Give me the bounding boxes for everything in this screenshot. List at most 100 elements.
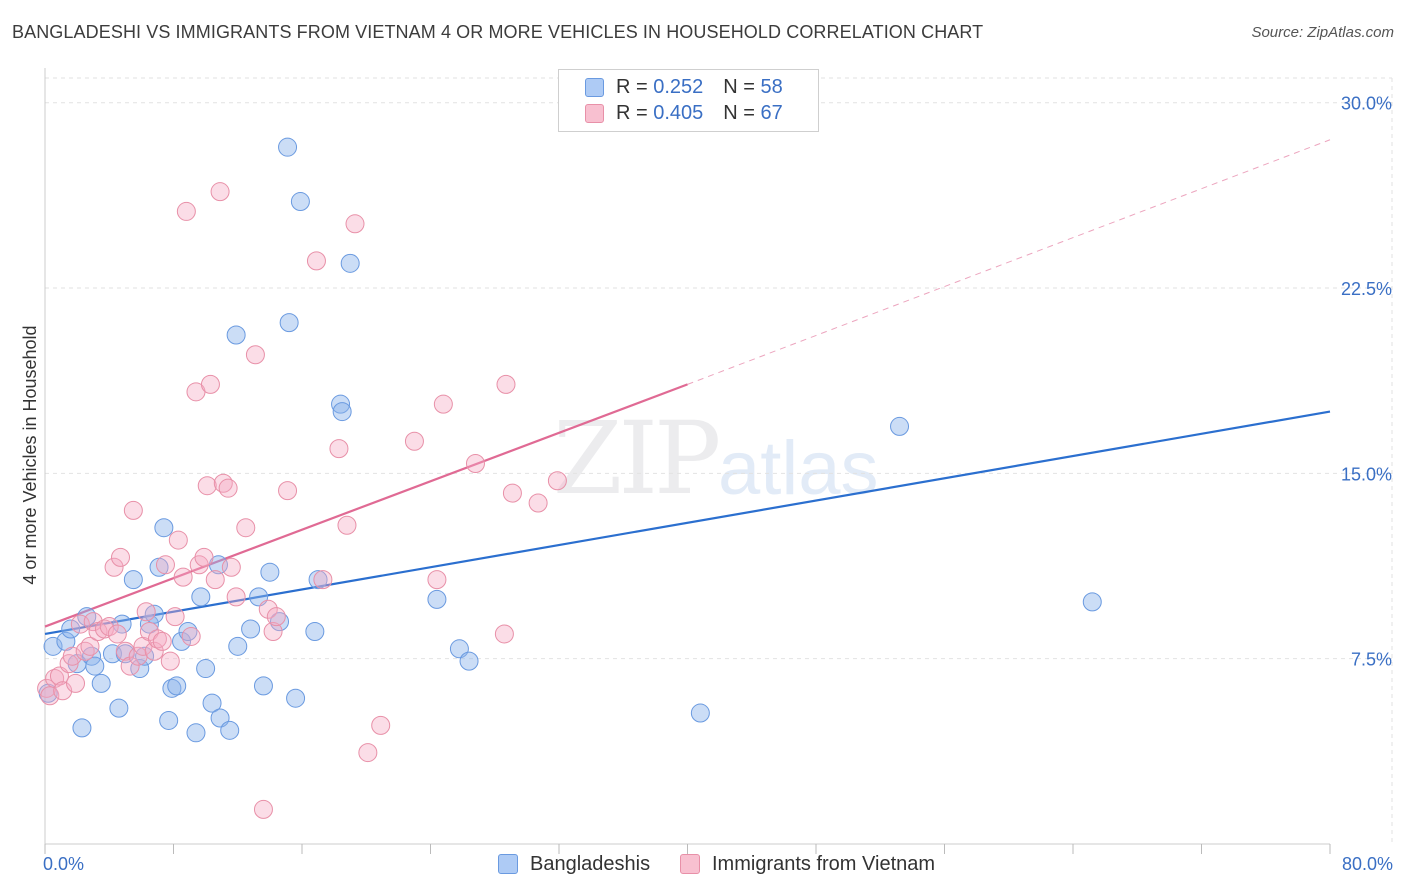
point-vietnam: [181, 626, 201, 646]
point-bangladeshi: [202, 693, 222, 713]
point-vietnam: [502, 483, 522, 503]
point-vietnam: [263, 621, 283, 641]
watermark-atlas: atlas: [718, 426, 879, 511]
point-bangladeshi: [331, 394, 351, 414]
point-vietnam: [210, 182, 230, 202]
bottom-legend-label: Immigrants from Vietnam: [712, 852, 936, 875]
point-bangladeshi: [196, 659, 216, 679]
point-bangladeshi: [279, 313, 299, 333]
point-vietnam: [371, 715, 391, 735]
legend-r-value: 0.252: [653, 75, 704, 98]
point-vietnam: [278, 481, 298, 501]
point-bangladeshi: [85, 656, 105, 676]
source-label: Source: ZipAtlas.com: [1251, 24, 1394, 41]
point-bangladeshi: [135, 646, 155, 666]
gridlines: [45, 77, 1393, 844]
point-vietnam: [80, 636, 100, 656]
point-vietnam: [494, 624, 514, 644]
point-bangladeshi: [159, 710, 179, 730]
point-vietnam: [258, 599, 278, 619]
point-bangladeshi: [286, 688, 306, 708]
point-bangladeshi: [308, 570, 328, 590]
point-bangladeshi: [305, 621, 325, 641]
point-vietnam: [427, 570, 447, 590]
trend-line-vietnam: [44, 383, 688, 628]
point-vietnam: [165, 607, 185, 627]
point-vietnam: [465, 453, 485, 473]
point-vietnam: [139, 621, 159, 641]
point-bangladeshi: [139, 614, 159, 634]
point-vietnam: [152, 631, 172, 651]
point-bangladeshi: [178, 621, 198, 641]
point-vietnam: [40, 686, 60, 706]
point-vietnam: [496, 374, 516, 394]
point-bangladeshi: [1082, 592, 1102, 612]
point-bangladeshi: [278, 137, 298, 157]
point-bangladeshi: [890, 416, 910, 436]
point-bangladeshi: [228, 636, 248, 656]
point-bangladeshi: [109, 698, 129, 718]
point-bangladeshi: [191, 587, 211, 607]
legend-n-label: N =: [723, 75, 755, 98]
data-points: [37, 137, 1102, 819]
legend-row-bangladeshis: R = 0.252 N = 58: [585, 75, 783, 99]
point-vietnam: [245, 345, 265, 365]
point-bangladeshi: [340, 253, 360, 273]
point-vietnam: [147, 629, 167, 649]
point-bangladeshi: [91, 673, 111, 693]
legend-n-value: 67: [760, 101, 783, 124]
bottom-legend-swatch-pink: [680, 854, 700, 874]
point-vietnam: [313, 570, 333, 590]
point-bangladeshi: [220, 720, 240, 740]
point-vietnam: [160, 651, 180, 671]
point-vietnam: [197, 476, 217, 496]
point-vietnam: [218, 478, 238, 498]
point-vietnam: [329, 439, 349, 459]
point-vietnam: [226, 587, 246, 607]
legend-swatch-blue: [585, 77, 604, 97]
x-tick-label: 0.0%: [43, 854, 84, 874]
point-bangladeshi: [144, 604, 164, 624]
x-tick-label: 80.0%: [1342, 854, 1393, 874]
point-vietnam: [337, 515, 357, 535]
point-bangladeshi: [72, 718, 92, 738]
bottom-legend-swatch-blue: [498, 854, 518, 874]
point-vietnam: [110, 547, 130, 567]
point-vietnam: [194, 547, 214, 567]
point-vietnam: [528, 493, 548, 513]
point-bangladeshi: [172, 631, 192, 651]
trend-line-bangladeshis: [44, 410, 1331, 636]
y-tick-label: 7.5%: [1351, 650, 1392, 670]
point-vietnam: [155, 555, 175, 575]
bottom-legend-vietnam: Immigrants from Vietnam: [680, 851, 935, 877]
point-bangladeshi: [162, 678, 182, 698]
axis-labels: 7.5% 15.0% 22.5% 30.0% 0.0% 80.0% 4 or more Ve…: [20, 94, 1393, 874]
point-vietnam: [120, 656, 140, 676]
point-vietnam: [404, 431, 424, 451]
point-vietnam: [115, 641, 135, 661]
point-bangladeshi: [260, 562, 280, 582]
point-bangladeshi: [123, 570, 143, 590]
legend-n-label: N =: [723, 101, 755, 124]
point-bangladeshi: [427, 589, 447, 609]
bottom-legend-label: Bangladeshis: [530, 852, 651, 875]
axes: [44, 68, 1331, 854]
point-bangladeshi: [186, 723, 206, 743]
point-bangladeshi: [226, 325, 246, 345]
stats-legend: R = 0.252 N = 58 R = 0.405 N = 67: [558, 69, 819, 132]
legend-r-value: 0.405: [653, 101, 704, 124]
point-bangladeshi: [167, 676, 187, 696]
legend-r-label: R =: [616, 75, 648, 98]
point-vietnam: [547, 471, 567, 491]
point-vietnam: [173, 567, 193, 587]
y-tick-label: 22.5%: [1341, 279, 1392, 299]
point-vietnam: [66, 673, 86, 693]
point-vietnam: [221, 557, 241, 577]
point-bangladeshi: [61, 619, 81, 639]
point-vietnam: [176, 201, 196, 221]
point-vietnam: [358, 743, 378, 763]
point-vietnam: [236, 518, 256, 538]
point-bangladeshi: [332, 402, 352, 422]
point-vietnam: [94, 619, 114, 639]
watermark-zip: ZIP: [553, 400, 721, 517]
